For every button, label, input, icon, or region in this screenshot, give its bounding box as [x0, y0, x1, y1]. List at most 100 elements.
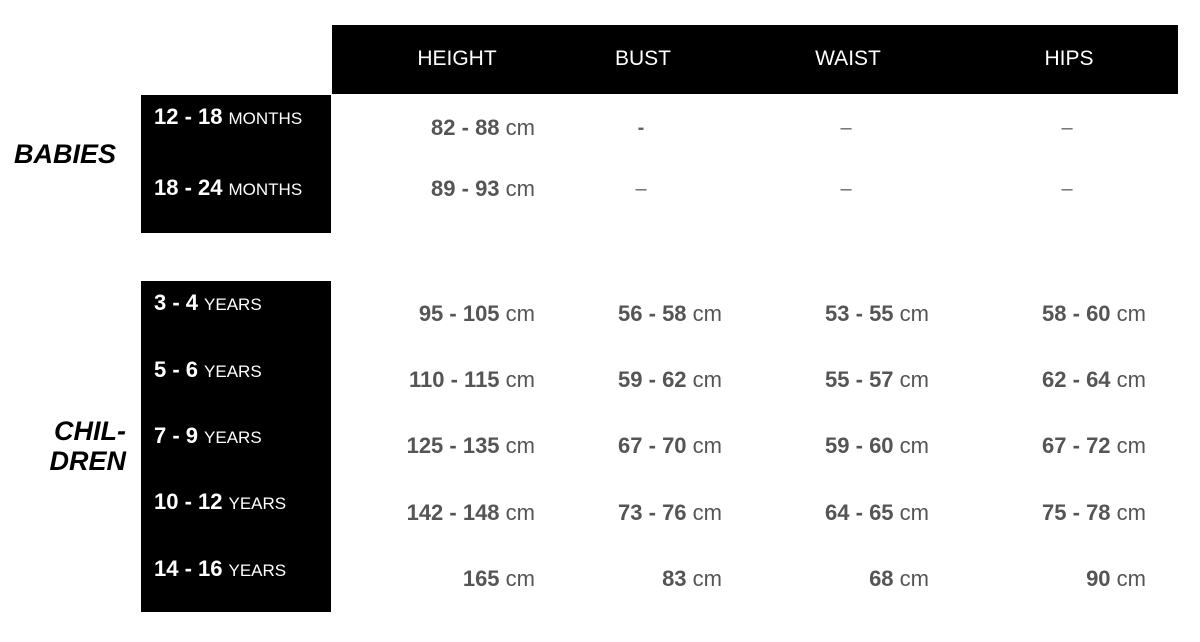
- measurement-value: 75 - 78: [1042, 500, 1111, 525]
- table-cell-waist: –: [840, 178, 852, 200]
- measurement-value: 142 - 148: [406, 500, 500, 525]
- age-period: YEARS: [204, 362, 262, 381]
- measurement-value: 82 - 88: [431, 115, 500, 140]
- unit: cm: [899, 433, 929, 458]
- age-label: 10 - 12 YEARS: [154, 489, 286, 515]
- table-cell-bust: 59 - 62 cm: [618, 367, 722, 393]
- measurement-value: 67 - 70: [618, 433, 687, 458]
- unit: cm: [1116, 301, 1146, 326]
- children-age-box: [141, 281, 331, 612]
- table-cell-height: 142 - 148 cm: [407, 500, 535, 526]
- unit: cm: [692, 433, 722, 458]
- table-cell-hips: 62 - 64 cm: [1042, 367, 1146, 393]
- unit: cm: [505, 500, 535, 525]
- table-cell-bust: –: [635, 178, 647, 200]
- age-range: 3 - 4: [154, 290, 199, 315]
- measurement-value: 67 - 72: [1042, 433, 1111, 458]
- table-cell-hips: 58 - 60 cm: [1042, 301, 1146, 327]
- unit: cm: [899, 301, 929, 326]
- unit: cm: [505, 367, 535, 392]
- unit: cm: [505, 301, 535, 326]
- table-cell-height: 165 cm: [463, 566, 535, 592]
- column-header-bust: BUST: [614, 47, 672, 70]
- age-range: 5 - 6: [154, 357, 199, 382]
- table-cell-hips: 90 cm: [1086, 566, 1146, 592]
- age-period: MONTHS: [228, 109, 303, 128]
- group-label-babies: BABIES: [14, 139, 117, 169]
- measurement-value: 110 - 115: [409, 367, 500, 392]
- measurement-value: 73 - 76: [618, 500, 687, 525]
- age-label: 14 - 16 YEARS: [154, 556, 286, 582]
- table-cell-height: 110 - 115 cm: [409, 367, 535, 393]
- age-label: 12 - 18 MONTHS: [154, 104, 302, 130]
- group-label-line: DREN: [49, 446, 126, 476]
- column-header-height: HEIGHT: [417, 47, 497, 70]
- age-label: 5 - 6 YEARS: [154, 357, 262, 383]
- measurement-value: 165: [462, 566, 500, 591]
- unit: cm: [692, 566, 722, 591]
- age-period: YEARS: [204, 295, 262, 314]
- age-period: YEARS: [228, 561, 287, 580]
- unit: cm: [692, 500, 722, 525]
- age-period: YEARS: [228, 494, 287, 513]
- table-cell-height: 89 - 93 cm: [431, 176, 535, 202]
- unit: cm: [692, 367, 722, 392]
- table-cell-hips: 75 - 78 cm: [1042, 500, 1146, 526]
- unit: cm: [692, 301, 722, 326]
- measurement-value: 59 - 62: [618, 367, 687, 392]
- table-cell-bust: 56 - 58 cm: [618, 301, 722, 327]
- unit: cm: [1116, 500, 1146, 525]
- table-cell-bust: 67 - 70 cm: [618, 433, 722, 459]
- table-cell-bust: 83 cm: [662, 566, 722, 592]
- table-cell-hips: –: [1061, 178, 1073, 200]
- unit: cm: [505, 176, 535, 201]
- unit: cm: [899, 500, 929, 525]
- measurement-value: 56 - 58: [618, 301, 687, 326]
- group-label-line: CHIL-: [54, 416, 126, 446]
- age-period: YEARS: [204, 428, 262, 447]
- table-cell-waist: 59 - 60 cm: [825, 433, 929, 459]
- measurement-value: 68: [869, 566, 894, 591]
- babies-age-box: [141, 95, 331, 233]
- column-header-hips: HIPS: [1044, 47, 1094, 70]
- unit: cm: [505, 115, 535, 140]
- age-range: 10 - 12: [154, 489, 223, 514]
- table-cell-height: 125 - 135 cm: [407, 433, 535, 459]
- measurement-value: 83: [662, 566, 687, 591]
- measurement-value: 55 - 57: [825, 367, 894, 392]
- unit: cm: [1116, 433, 1146, 458]
- table-cell-height: 82 - 88 cm: [431, 115, 535, 141]
- group-label-children: CHIL- DREN: [20, 416, 126, 476]
- table-cell-bust: -: [637, 117, 645, 139]
- age-range: 18 - 24: [154, 175, 223, 200]
- measurement-value: 95 - 105: [418, 301, 500, 326]
- age-range: 14 - 16: [154, 556, 223, 581]
- age-range: 12 - 18: [154, 104, 223, 129]
- table-cell-bust: 73 - 76 cm: [618, 500, 722, 526]
- measurement-value: 64 - 65: [825, 500, 894, 525]
- unit: cm: [1116, 367, 1146, 392]
- table-cell-height: 95 - 105 cm: [419, 301, 535, 327]
- column-header-waist: WAIST: [815, 47, 881, 70]
- table-cell-waist: –: [840, 117, 852, 139]
- age-period: MONTHS: [228, 180, 303, 199]
- unit: cm: [505, 433, 535, 458]
- measurement-value: 59 - 60: [825, 433, 894, 458]
- table-cell-waist: 53 - 55 cm: [825, 301, 929, 327]
- age-label: 3 - 4 YEARS: [154, 290, 262, 316]
- measurement-value: 89 - 93: [431, 176, 500, 201]
- unit: cm: [899, 566, 929, 591]
- measurement-value: 53 - 55: [825, 301, 894, 326]
- column-header-bar: [332, 25, 1178, 94]
- table-cell-waist: 55 - 57 cm: [825, 367, 929, 393]
- measurement-value: 125 - 135: [406, 433, 500, 458]
- table-cell-hips: 67 - 72 cm: [1042, 433, 1146, 459]
- age-label: 18 - 24 MONTHS: [154, 175, 302, 201]
- unit: cm: [505, 566, 535, 591]
- table-cell-hips: –: [1061, 117, 1073, 139]
- table-cell-waist: 64 - 65 cm: [825, 500, 929, 526]
- measurement-value: 58 - 60: [1042, 301, 1111, 326]
- measurement-value: 90: [1086, 566, 1111, 591]
- table-cell-waist: 68 cm: [869, 566, 929, 592]
- unit: cm: [899, 367, 929, 392]
